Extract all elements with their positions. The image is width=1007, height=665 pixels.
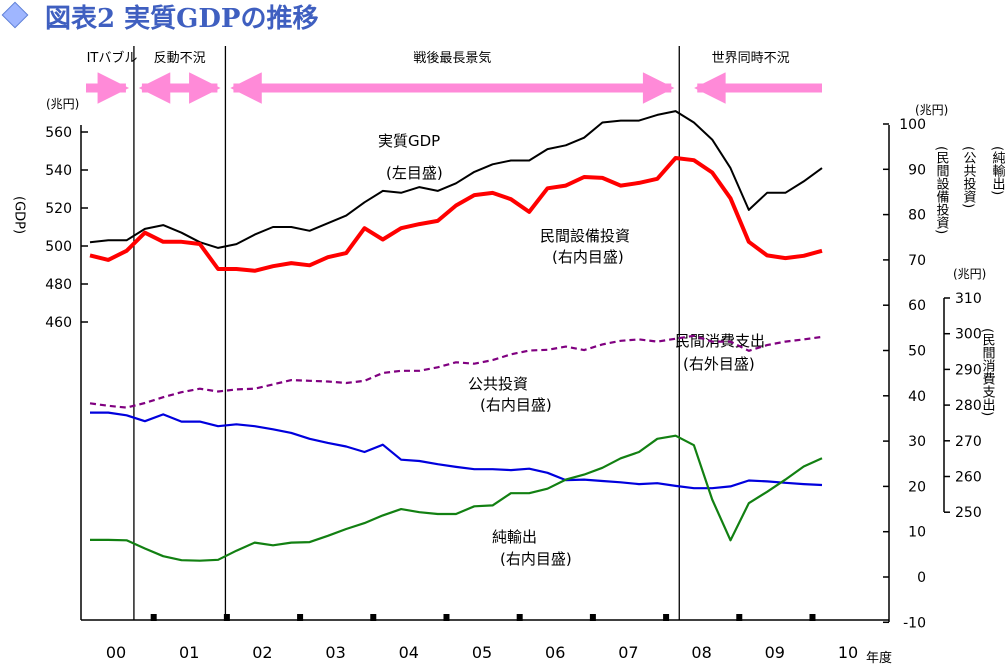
left-tick-label: 560 xyxy=(45,125,72,141)
axis-ticks: 460480500520540560-100102030405060708090… xyxy=(45,117,981,662)
left-tick-label: 520 xyxy=(45,201,72,217)
right-outer-tick-label: 300 xyxy=(955,327,982,343)
left-unit-label: (兆円) xyxy=(46,97,79,111)
right-inner-tick-label: 80 xyxy=(908,208,926,224)
right-outer-tick-label: 310 xyxy=(955,291,982,307)
series-lines xyxy=(89,110,823,562)
right-inner-tick-label: 20 xyxy=(908,479,926,495)
series-public-investment xyxy=(90,411,823,490)
right-outer-vertical-label: (民間消費支出) xyxy=(980,328,996,416)
x-tick-label: 00 xyxy=(106,643,126,662)
x-tick-marker xyxy=(809,614,816,621)
x-tick-marker xyxy=(223,614,230,621)
x-tick-label: 10 xyxy=(838,643,858,662)
right-inner-unit-label: (兆円) xyxy=(915,103,948,117)
x-tick-marker xyxy=(297,614,304,621)
right-inner-tick-label: 40 xyxy=(908,389,926,405)
period-label: 反動不況 xyxy=(154,51,206,66)
left-tick-label: 500 xyxy=(45,239,72,255)
right-inner-tick-label: 60 xyxy=(908,298,926,314)
x-tick-label: 05 xyxy=(472,643,492,662)
x-tick-label: 08 xyxy=(691,643,711,662)
x-tick-label: 01 xyxy=(179,643,199,662)
x-tick-marker xyxy=(150,614,157,621)
period-label: ITバブル xyxy=(87,50,138,66)
dividers xyxy=(133,46,680,620)
right-inner-tick-label: 0 xyxy=(917,570,926,586)
x-tick-label: 09 xyxy=(765,643,785,662)
x-tick-marker xyxy=(443,614,450,621)
chart-title: 図表2 実質GDPの推移 xyxy=(45,3,318,34)
right-inner-tick-label: 10 xyxy=(908,525,926,541)
label-capex-sub: (右内目盛) xyxy=(552,248,624,266)
right-inner-tick-label: -10 xyxy=(903,615,926,631)
left-tick-label: 480 xyxy=(45,277,72,293)
right-inner-tick-label: 100 xyxy=(899,117,926,133)
period-arrows: ITバブル 反動不況 戦後最長景気 世界同時不況 xyxy=(86,50,822,104)
x-tick-marker xyxy=(516,614,523,621)
left-tick-label: 540 xyxy=(45,163,72,179)
x-tick-label: 04 xyxy=(399,643,419,662)
right-header-netexports: (純輸出) xyxy=(990,146,1006,195)
label-public-sub: (右内目盛) xyxy=(480,396,552,414)
left-vertical-label: (GDP) xyxy=(12,196,27,234)
series-capex xyxy=(89,156,823,273)
title-block: 図表2 実質GDPの推移 xyxy=(1,1,318,34)
label-capex: 民間設備投資 xyxy=(540,227,630,245)
label-netexports-sub: (右内目盛) xyxy=(500,550,572,568)
x-tick-label: 03 xyxy=(325,643,345,662)
x-tick-marker xyxy=(370,614,377,621)
right-inner-tick-label: 90 xyxy=(908,162,926,178)
right-outer-tick-label: 260 xyxy=(955,470,982,486)
period-label: 戦後最長景気 xyxy=(413,50,491,66)
right-inner-tick-label: 30 xyxy=(908,434,926,450)
right-outer-tick-label: 290 xyxy=(955,362,982,378)
x-axis-unit-label: 年度 xyxy=(866,650,892,665)
series-net-exports xyxy=(90,434,823,562)
right-outer-unit-label: (兆円) xyxy=(953,267,986,281)
label-netexports: 純輸出 xyxy=(492,528,537,546)
series-gdp xyxy=(89,110,823,249)
x-tick-marker xyxy=(736,614,743,621)
label-gdp: 実質GDP xyxy=(378,132,440,150)
left-tick-label: 460 xyxy=(45,315,72,331)
label-consumption-sub: (右外目盛) xyxy=(683,355,755,373)
series-consumption xyxy=(89,334,823,409)
x-tick-label: 07 xyxy=(618,643,638,662)
right-outer-tick-label: 250 xyxy=(955,505,982,521)
x-tick-marker xyxy=(589,614,596,621)
label-gdp-sub: (左目盛) xyxy=(386,164,443,182)
right-outer-tick-label: 280 xyxy=(955,398,982,414)
right-inner-tick-label: 50 xyxy=(908,344,926,360)
right-inner-tick-label: 70 xyxy=(908,253,926,269)
label-public: 公共投資 xyxy=(468,375,528,393)
right-header-public: (公共投資) xyxy=(961,146,977,208)
right-header-capex: (民間設備投資) xyxy=(934,146,950,234)
diamond-icon xyxy=(1,1,29,29)
x-tick-label: 02 xyxy=(252,643,272,662)
x-tick-marker xyxy=(663,614,670,621)
right-outer-tick-label: 270 xyxy=(955,434,982,450)
x-tick-label: 06 xyxy=(545,643,565,662)
period-label: 世界同時不況 xyxy=(712,51,790,66)
